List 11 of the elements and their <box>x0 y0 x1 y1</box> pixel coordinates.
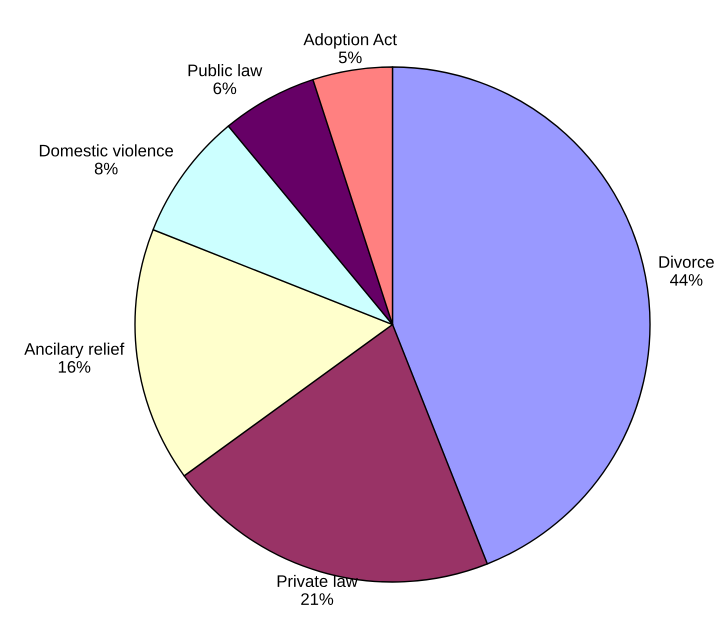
data-label: 16% <box>58 361 90 373</box>
data-label: 8% <box>94 162 118 174</box>
data-label: 6% <box>214 82 236 94</box>
slice-label: Divorce <box>659 256 714 268</box>
data-label: 5% <box>338 52 362 64</box>
slice-label: Adoption Act <box>303 33 397 49</box>
slice-label: Domestic violence <box>40 144 174 157</box>
slice-label: Public law <box>188 64 262 76</box>
slice-label: Ancilary relief <box>24 342 124 358</box>
data-label: 21% <box>301 593 334 605</box>
data-label: 44% <box>670 274 702 286</box>
